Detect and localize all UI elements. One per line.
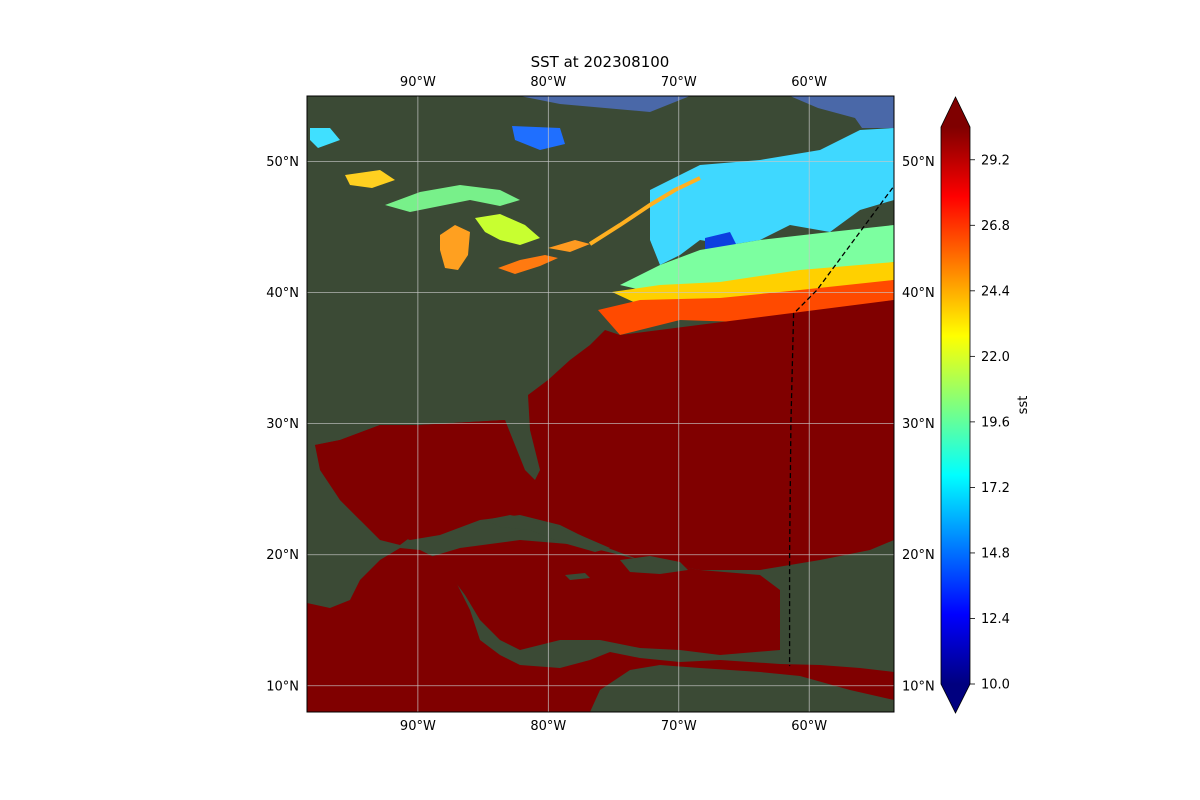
- lat-tick-label: 30°N: [902, 417, 935, 432]
- figure-title: SST at 202308100: [531, 53, 670, 71]
- lat-tick-label: 50°N: [266, 155, 299, 170]
- gulf-stream-front: [598, 280, 894, 335]
- storm-track: [788, 187, 894, 667]
- colorbar-tick-label: 12.4: [981, 612, 1010, 627]
- lat-tick-label: 10°N: [902, 679, 935, 694]
- colorbar-label: sst: [1016, 396, 1031, 415]
- map-frame: [306, 95, 895, 713]
- lake-michigan: [440, 225, 470, 270]
- northern-lakes-cool: [310, 128, 340, 148]
- lon-tick-label: 90°W: [400, 719, 436, 734]
- lon-tick-label: 60°W: [791, 75, 827, 90]
- lat-tick-labels-right: 10°N 20°N 30°N 40°N 50°N: [902, 155, 935, 694]
- cold-water-patch: [512, 126, 565, 150]
- lake-superior: [385, 185, 520, 212]
- lake-huron: [475, 214, 540, 245]
- colorbar-tick-label: 26.8: [981, 219, 1010, 234]
- lon-tick-label: 80°W: [530, 719, 566, 734]
- colorbar-tick-label: 10.0: [981, 678, 1010, 693]
- lon-tick-label: 80°W: [530, 75, 566, 90]
- hispaniola-island: [620, 556, 688, 574]
- lon-tick-label: 70°W: [661, 719, 697, 734]
- lat-tick-label: 40°N: [902, 286, 935, 301]
- gulf-st-lawrence-water: [650, 128, 894, 265]
- lake-erie: [498, 255, 558, 274]
- lon-tick-label: 60°W: [791, 719, 827, 734]
- northern-ocean: [307, 96, 894, 128]
- colorbar-extend-bottom: [941, 684, 970, 713]
- colorbar-tick-label: 17.2: [981, 481, 1010, 496]
- map-panel: [307, 96, 894, 712]
- lon-tick-label: 90°W: [400, 75, 436, 90]
- shelf-water-warm: [612, 262, 894, 305]
- lat-tick-label: 20°N: [266, 548, 299, 563]
- colorbar: 10.0 12.4 14.8 17.2 19.6 22.0 24.4 26.8 29.2 sst: [940, 96, 1031, 714]
- lake-ontario: [548, 240, 590, 252]
- colorbar-tick-label: 24.4: [981, 284, 1010, 299]
- lat-tick-labels-left: 10°N 20°N 30°N 40°N 50°N: [266, 155, 299, 694]
- colorbar-tick-label: 19.6: [981, 415, 1010, 430]
- south-america-land: [590, 665, 894, 712]
- warm-ocean: [307, 300, 894, 712]
- colorbar-extend-top: [941, 97, 970, 127]
- lon-tick-label: 70°W: [661, 75, 697, 90]
- st-lawrence-river: [588, 176, 701, 246]
- colorbar-tick-label: 14.8: [981, 546, 1010, 561]
- lon-tick-labels-bottom: 90°W 80°W 70°W 60°W: [400, 719, 827, 734]
- cuba-island: [485, 515, 610, 552]
- gulf-of-mexico: [315, 420, 552, 545]
- lon-tick-labels-top: 90°W 80°W 70°W 60°W: [400, 75, 827, 90]
- lat-tick-label: 50°N: [902, 155, 935, 170]
- lat-tick-label: 40°N: [266, 286, 299, 301]
- lat-tick-label: 30°N: [266, 417, 299, 432]
- caribbean-sea: [420, 540, 780, 655]
- jamaica-island: [565, 573, 590, 580]
- shelf-water-cool: [620, 225, 894, 292]
- northern-lakes: [345, 170, 395, 188]
- colorbar-tick-label: 22.0: [981, 350, 1010, 365]
- lat-tick-label: 20°N: [902, 548, 935, 563]
- lat-tick-label: 10°N: [266, 679, 299, 694]
- colorbar-body: [941, 127, 970, 684]
- gridlines: [307, 96, 894, 712]
- colorbar-ticks: 10.0 12.4 14.8 17.2 19.6 22.0 24.4 26.8 29.2: [970, 153, 1010, 693]
- colorbar-tick-label: 29.2: [981, 153, 1010, 168]
